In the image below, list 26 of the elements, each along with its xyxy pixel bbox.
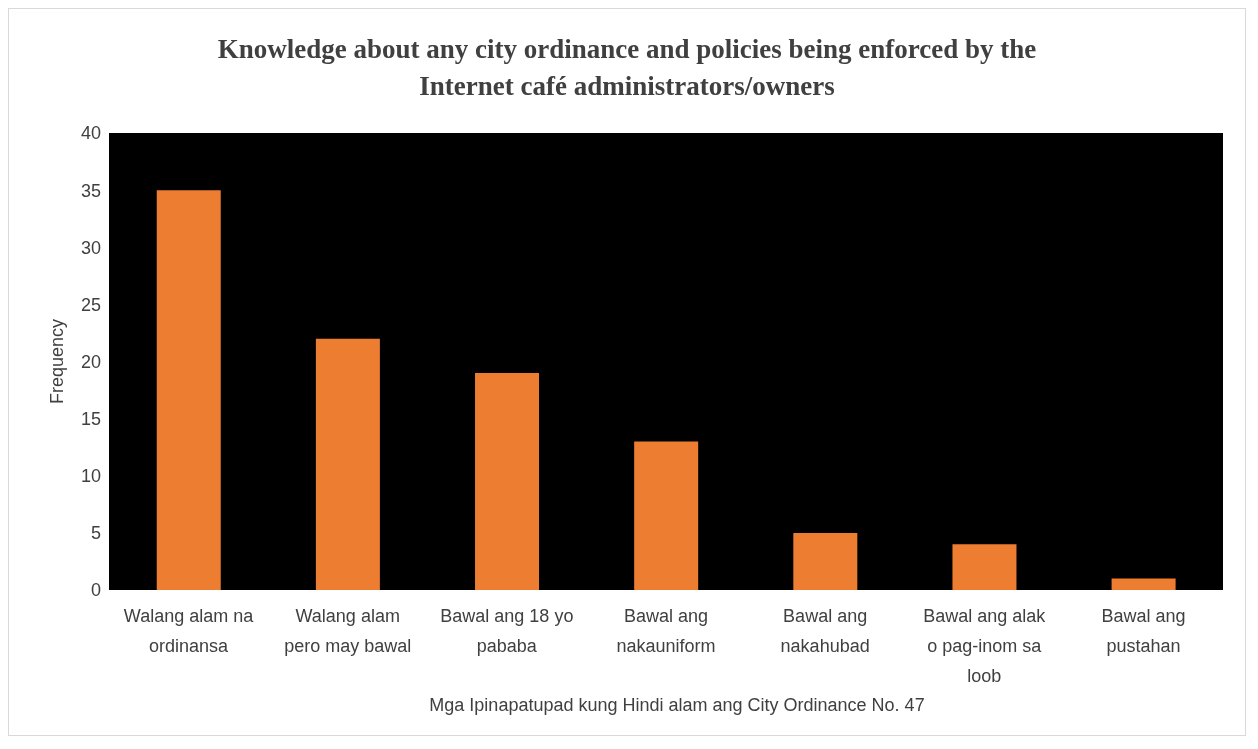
y-tick-label: 15 xyxy=(80,409,101,430)
y-tick-label: 35 xyxy=(80,180,101,201)
x-tick-label: Bawal ang 18 yo pababa xyxy=(440,606,574,656)
y-tick-label: 0 xyxy=(90,580,101,601)
bar xyxy=(475,372,540,590)
y-axis-title: Frequency xyxy=(47,318,68,405)
y-tick-label: 40 xyxy=(80,123,101,144)
y-tick-label: 5 xyxy=(90,523,101,544)
y-tick-label: 20 xyxy=(80,351,101,372)
bar xyxy=(315,338,380,590)
bar xyxy=(156,190,221,590)
x-axis-title: Mga Ipinapatupad kung Hindi alam ang City Ordinance No. 47 xyxy=(428,695,926,716)
y-tick-label: 30 xyxy=(80,237,101,258)
x-tick-label: Walang alam pero may bawal xyxy=(284,606,412,656)
bar xyxy=(952,544,1017,590)
y-tick-label: 10 xyxy=(80,466,101,487)
x-tick-label: Bawal ang alak o pag-inom sa loob xyxy=(923,606,1047,686)
x-tick-label: Bawal ang nakahubad xyxy=(780,606,870,656)
x-tick-label: Bawal ang nakauniform xyxy=(616,606,716,656)
x-tick-label: Bawal ang pustahan xyxy=(1101,606,1186,656)
bar xyxy=(793,532,858,590)
bar xyxy=(1111,578,1176,590)
chart-title: Knowledge about any city ordinance and policies being enforced by the Internet café administrators/owners xyxy=(216,33,1038,103)
x-tick-label: Walang alam na ordinansa xyxy=(123,606,255,656)
bar xyxy=(634,441,699,590)
y-tick-label: 25 xyxy=(80,294,101,315)
